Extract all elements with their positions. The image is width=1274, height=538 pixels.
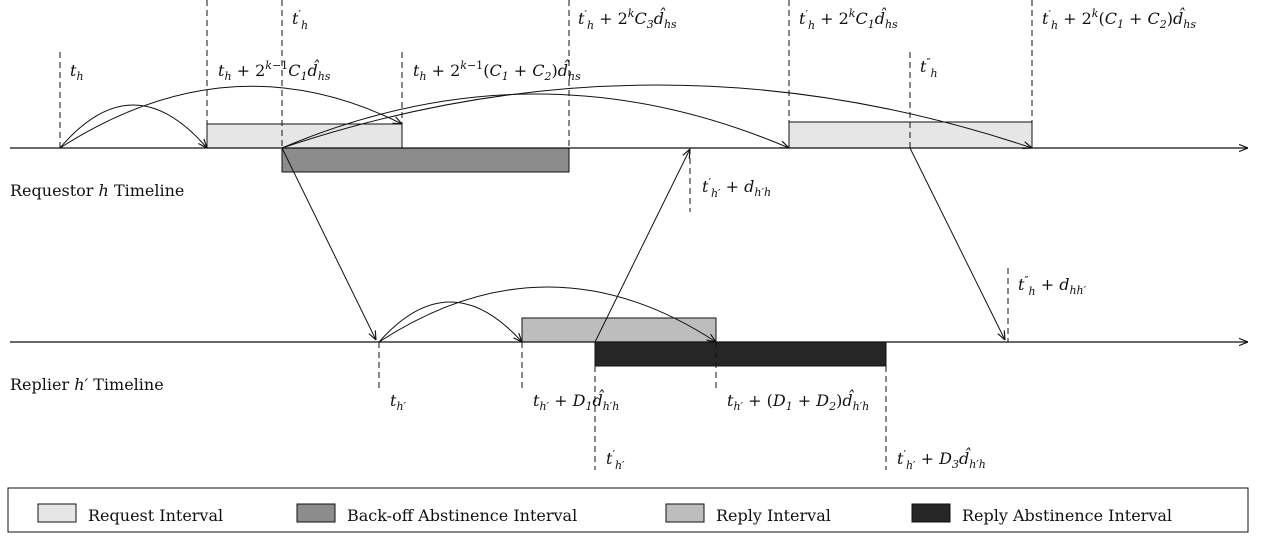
label-tp-h-c1: t′h + 2kC1d̂hs — [799, 7, 898, 32]
legend-swatch-backoff — [297, 504, 335, 522]
label-t-hp-d1: th′ + D1d̂h′h — [533, 390, 619, 413]
requestor-timeline-label: Requestor h Timeline — [10, 181, 184, 200]
arc-th-to-c1 — [60, 105, 207, 148]
legend-item-request: Request Interval — [38, 504, 223, 525]
label-t-h-c1: th + 2k−1C1d̂hs — [218, 59, 331, 83]
msg-reply — [595, 149, 690, 342]
legend-label-reply: Reply Interval — [716, 506, 831, 525]
legend-label-backoff: Back-off Abstinence Interval — [347, 506, 577, 525]
msg-request-2 — [910, 148, 1005, 340]
legend: Request Interval Back-off Abstinence Int… — [8, 488, 1248, 532]
label-t-hp: th′ — [390, 391, 407, 413]
label-tp-h-c3: t′h + 2kC3d̂hs — [578, 7, 677, 32]
arc-thp-to-d1 — [379, 302, 522, 342]
label-tpp-h-d: t″h + dhh′ — [1018, 274, 1087, 298]
backoff-abstinence-interval — [282, 148, 569, 172]
requestor-timeline — [10, 0, 1248, 212]
replier-timeline-label: Replier h′ Timeline — [10, 375, 164, 394]
label-tp-h-c1c2: t′h + 2k(C1 + C2)d̂hs — [1042, 7, 1196, 32]
label-tp-hp: t′h′ — [606, 448, 625, 472]
label-tp-hp-d: t′h′ + dh′h — [702, 176, 771, 200]
legend-swatch-reply-abstinence — [912, 504, 950, 522]
legend-label-reply-abstinence: Reply Abstinence Interval — [962, 506, 1172, 525]
label-t-h-c1c2: th + 2k−1(C1 + C2)d̂hs — [413, 59, 581, 83]
legend-swatch-request — [38, 504, 76, 522]
legend-swatch-reply — [666, 504, 704, 522]
request-interval-1 — [207, 124, 402, 148]
reply-interval — [522, 318, 716, 342]
label-tp-hp-d3: t′h′ + D3d̂h′h — [897, 448, 986, 472]
label-tp-h: t′h — [292, 8, 308, 32]
reply-abstinence-interval — [595, 342, 886, 366]
replier-timeline — [10, 268, 1248, 470]
label-t-h: th — [70, 61, 84, 83]
label-t-hp-d1d2: th′ + (D1 + D2)d̂h′h — [727, 390, 869, 413]
legend-item-reply: Reply Interval — [666, 504, 831, 525]
msg-request-1 — [282, 148, 376, 340]
label-tpp-h: t″h — [920, 56, 938, 80]
legend-label-request: Request Interval — [88, 506, 223, 525]
